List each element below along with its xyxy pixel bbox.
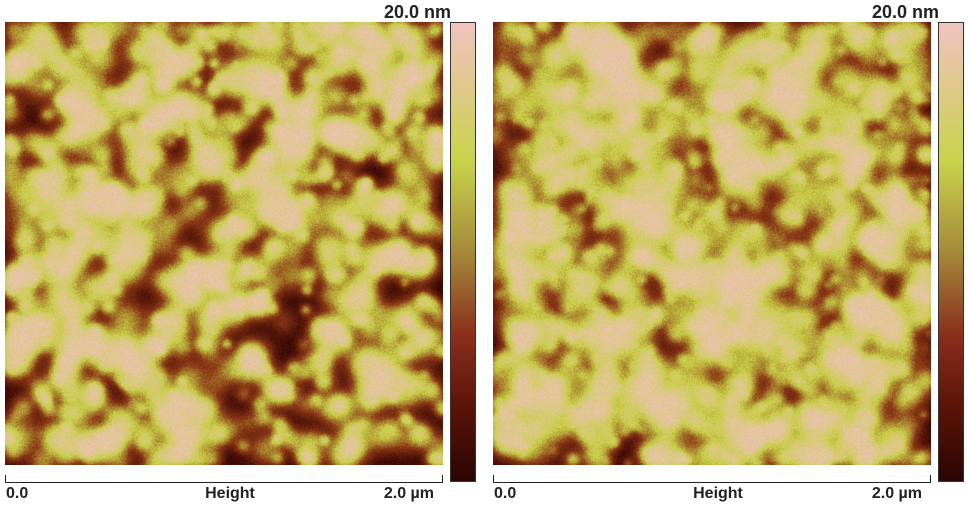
afm-panel-right: 20.0 nm 0.0 Height 2.0 µm <box>488 0 968 508</box>
x-axis-min-label: 0.0 <box>494 485 517 502</box>
afm-panel-left: 20.0 nm 0.0 Height 2.0 µm <box>0 0 480 508</box>
x-axis-line <box>493 475 931 483</box>
afm-height-image-right <box>493 22 931 465</box>
color-scale-max-label: 20.0 nm <box>872 2 940 22</box>
x-axis-max-label: 2.0 µm <box>383 485 434 502</box>
x-axis-line <box>5 475 443 483</box>
x-axis-max-label: 2.0 µm <box>871 485 922 502</box>
x-axis-title: Height <box>205 485 255 502</box>
x-axis-min-label: 0.0 <box>6 485 29 502</box>
color-scale-bar <box>938 22 964 482</box>
color-scale-max-label: 20.0 nm <box>384 2 452 22</box>
afm-height-image-left <box>5 22 443 465</box>
color-scale-bar <box>450 22 476 482</box>
x-axis-title: Height <box>693 485 743 502</box>
